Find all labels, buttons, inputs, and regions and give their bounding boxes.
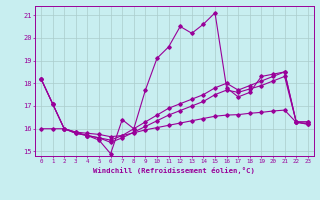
X-axis label: Windchill (Refroidissement éolien,°C): Windchill (Refroidissement éolien,°C) — [93, 167, 255, 174]
